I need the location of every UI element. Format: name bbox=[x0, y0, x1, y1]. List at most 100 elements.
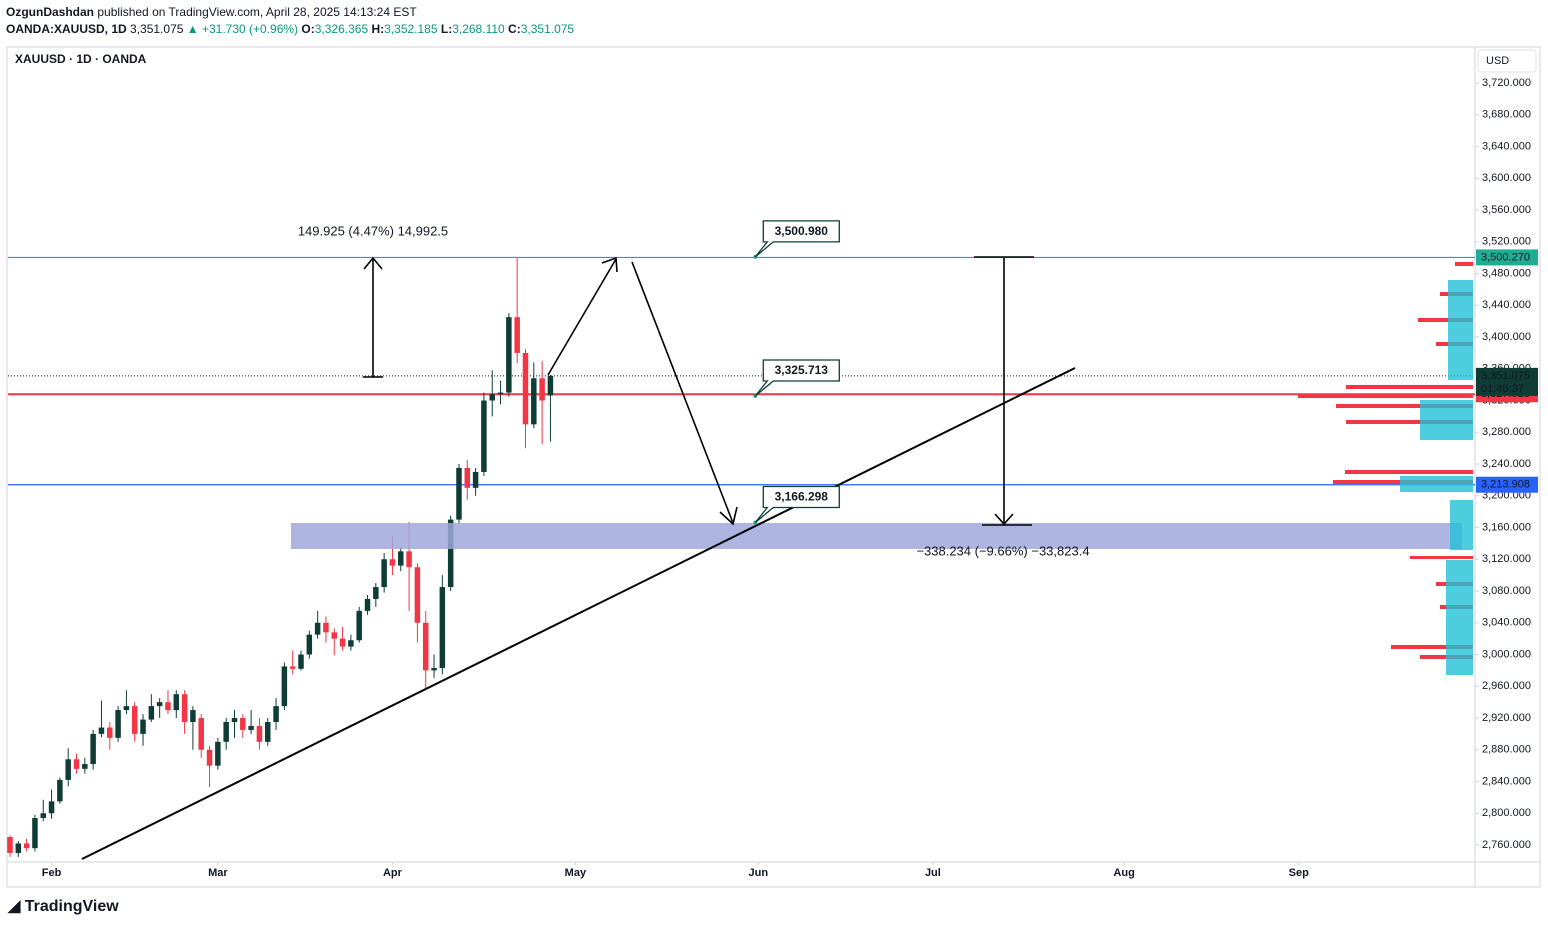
candle-body bbox=[23, 843, 30, 849]
publish-line: OzgunDashdan published on TradingView.co… bbox=[6, 4, 574, 21]
demand-zone[interactable] bbox=[291, 523, 1462, 549]
y-tick-label: 3,000.000 bbox=[1482, 648, 1531, 660]
candle-body bbox=[431, 668, 437, 671]
x-tick-label: Sep bbox=[1289, 867, 1309, 879]
candle-body bbox=[298, 654, 304, 669]
callout-box bbox=[754, 220, 840, 258]
candle-body bbox=[364, 598, 371, 611]
symbol: OANDA:XAUUSD, 1D bbox=[6, 22, 127, 36]
candle-body bbox=[381, 559, 387, 588]
arrows[interactable] bbox=[363, 256, 1034, 526]
candle-body bbox=[264, 721, 271, 742]
measure-label: −338.234 (−9.66%) −33,823.4 bbox=[916, 543, 1089, 558]
author: OzgunDashdan bbox=[6, 5, 95, 19]
candle-body bbox=[156, 702, 163, 707]
candle-body bbox=[373, 587, 379, 599]
candle-body bbox=[289, 666, 296, 669]
candle-body bbox=[522, 352, 529, 425]
y-tick-label: 3,120.000 bbox=[1482, 553, 1531, 565]
candle-body bbox=[348, 640, 354, 647]
currency-box[interactable] bbox=[1477, 49, 1537, 73]
legend: XAUUSD · 1D · OANDA bbox=[15, 52, 147, 66]
last-price-badge bbox=[1476, 367, 1538, 396]
y-tick-label: 3,600.000 bbox=[1482, 172, 1531, 184]
x-tick-label: Apr bbox=[383, 867, 403, 879]
currency: USD bbox=[1486, 55, 1509, 67]
candle-body bbox=[40, 813, 46, 819]
y-tick-label: 3,080.000 bbox=[1482, 585, 1531, 597]
ohlc-key: L: bbox=[440, 22, 453, 36]
published: published on TradingView.com, April 28, … bbox=[97, 5, 417, 19]
ohlc-key: O: bbox=[301, 22, 315, 36]
candle-body bbox=[115, 710, 121, 738]
ohlc-value: 3,352.185 bbox=[384, 22, 438, 36]
candle-body bbox=[181, 694, 188, 722]
candle-body bbox=[547, 375, 554, 396]
ohlc-value: 3,326.365 bbox=[314, 22, 369, 36]
candle-body bbox=[414, 567, 421, 623]
callout-box bbox=[754, 359, 840, 397]
candle-body bbox=[481, 400, 487, 472]
candle-body bbox=[165, 702, 171, 711]
y-tick-label: 2,760.000 bbox=[1482, 839, 1531, 851]
y-tick-label: 3,640.000 bbox=[1482, 140, 1531, 152]
price-badge bbox=[1476, 249, 1538, 266]
candle-body bbox=[223, 721, 229, 742]
y-tick-label: 3,520.000 bbox=[1482, 236, 1531, 248]
candle-body bbox=[497, 392, 504, 395]
change: ▲ +31.730 (+0.96%) bbox=[186, 22, 299, 36]
x-tick-label: May bbox=[565, 867, 587, 879]
candle-body bbox=[98, 727, 105, 734]
candle-body bbox=[215, 741, 221, 766]
countdown: 01:46:37 bbox=[1481, 383, 1524, 395]
callout-label: 3,325.713 bbox=[775, 363, 829, 377]
candle-body bbox=[240, 718, 246, 730]
candle-body bbox=[57, 779, 63, 802]
candle-body bbox=[447, 519, 454, 588]
candle-body bbox=[173, 694, 180, 711]
x-tick-label: Aug bbox=[1113, 867, 1134, 879]
price-badge-label: 3,213.908 bbox=[1481, 479, 1530, 491]
x-tick-label: Feb bbox=[42, 867, 62, 879]
ohlc-key: H: bbox=[371, 22, 385, 36]
candle-body bbox=[48, 801, 55, 814]
candle-body bbox=[73, 759, 80, 769]
x-tick-label: Mar bbox=[208, 867, 228, 879]
callout-box bbox=[754, 485, 840, 524]
trendline[interactable] bbox=[81, 367, 1076, 860]
y-tick-label: 2,880.000 bbox=[1482, 744, 1531, 756]
candle-body bbox=[148, 706, 155, 720]
candle-body bbox=[190, 710, 196, 722]
candle-body bbox=[140, 719, 146, 734]
y-tick-label: 2,800.000 bbox=[1482, 807, 1531, 819]
ohlc-value: 3,268.110 bbox=[452, 22, 505, 36]
y-tick-label: 2,960.000 bbox=[1482, 680, 1531, 692]
price-badge-label: 3,500.270 bbox=[1481, 251, 1530, 263]
candle-body bbox=[82, 764, 88, 769]
x-tick-label: Jul bbox=[925, 867, 941, 879]
candle-body bbox=[514, 317, 520, 353]
candle-body bbox=[422, 622, 429, 671]
candle-body bbox=[539, 378, 545, 401]
candle-body bbox=[32, 818, 38, 849]
price-badge bbox=[1476, 476, 1538, 493]
candle-body bbox=[206, 749, 213, 766]
candle-body bbox=[90, 733, 96, 765]
candle-body bbox=[456, 467, 462, 520]
y-tick-label: 3,680.000 bbox=[1482, 109, 1531, 121]
ohlc-key: C: bbox=[508, 22, 521, 36]
candle-body bbox=[248, 725, 254, 730]
candle-body bbox=[131, 706, 138, 734]
candle-body bbox=[506, 317, 512, 393]
y-tick-label: 3,240.000 bbox=[1482, 458, 1531, 470]
candle-body bbox=[123, 706, 130, 711]
ohlc-value: 3,351.075 bbox=[520, 22, 575, 36]
y-tick-label: 3,440.000 bbox=[1482, 299, 1531, 311]
candle-body bbox=[231, 718, 238, 722]
chart: USD XAUUSD · 1D · OANDA 2,760.000 2,800.0… bbox=[6, 46, 1541, 888]
y-tick-label: 2,920.000 bbox=[1482, 712, 1531, 724]
candle-body bbox=[314, 622, 321, 635]
candle-body bbox=[389, 559, 396, 566]
candle-body bbox=[107, 727, 113, 738]
